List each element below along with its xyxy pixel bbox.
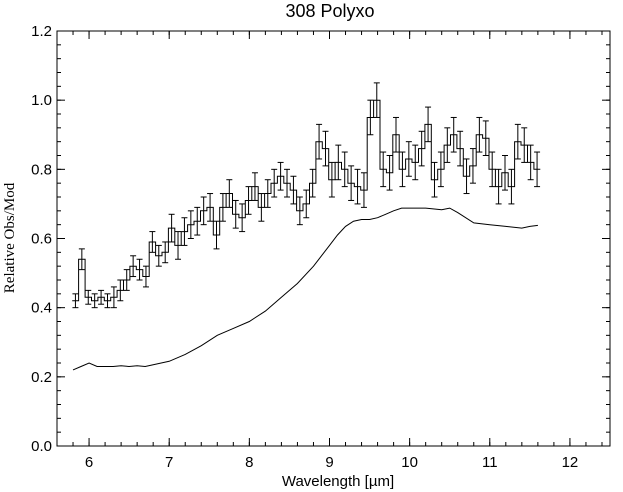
y-tick-label: 0.6 (31, 231, 52, 248)
y-axis-label: Relative Obs/Mod (2, 182, 18, 293)
x-axis-label: Wavelength [µm] (282, 473, 394, 490)
model-curve-group (72, 207, 538, 371)
y-tick-label: 0.8 (31, 161, 52, 178)
model-curve-line (72, 207, 538, 371)
x-tick-label: 11 (482, 454, 498, 471)
y-tick-label: 1.2 (31, 23, 52, 40)
y-tick-label: 1.0 (31, 92, 52, 109)
x-tick-label: 10 (401, 454, 418, 471)
axis-ticks: 6 7 8 9 10 11 12 0.0 0.2 0.4 0.6 0.8 1.0 1.2 (31, 23, 610, 471)
plot-area-frame (56, 30, 611, 447)
y-tick-label: 0.2 (31, 369, 52, 386)
x-tick-label: 7 (165, 454, 173, 471)
chart-title: 308 Polyxo (285, 1, 374, 21)
x-tick-label: 12 (562, 454, 579, 471)
observed-histogram-group (72, 82, 541, 309)
y-tick-label: 0.4 (31, 300, 52, 317)
x-tick-label: 6 (85, 454, 93, 471)
x-tick-label: 9 (325, 454, 333, 471)
y-tick-label: 0.0 (31, 438, 52, 455)
x-tick-label: 8 (245, 454, 253, 471)
